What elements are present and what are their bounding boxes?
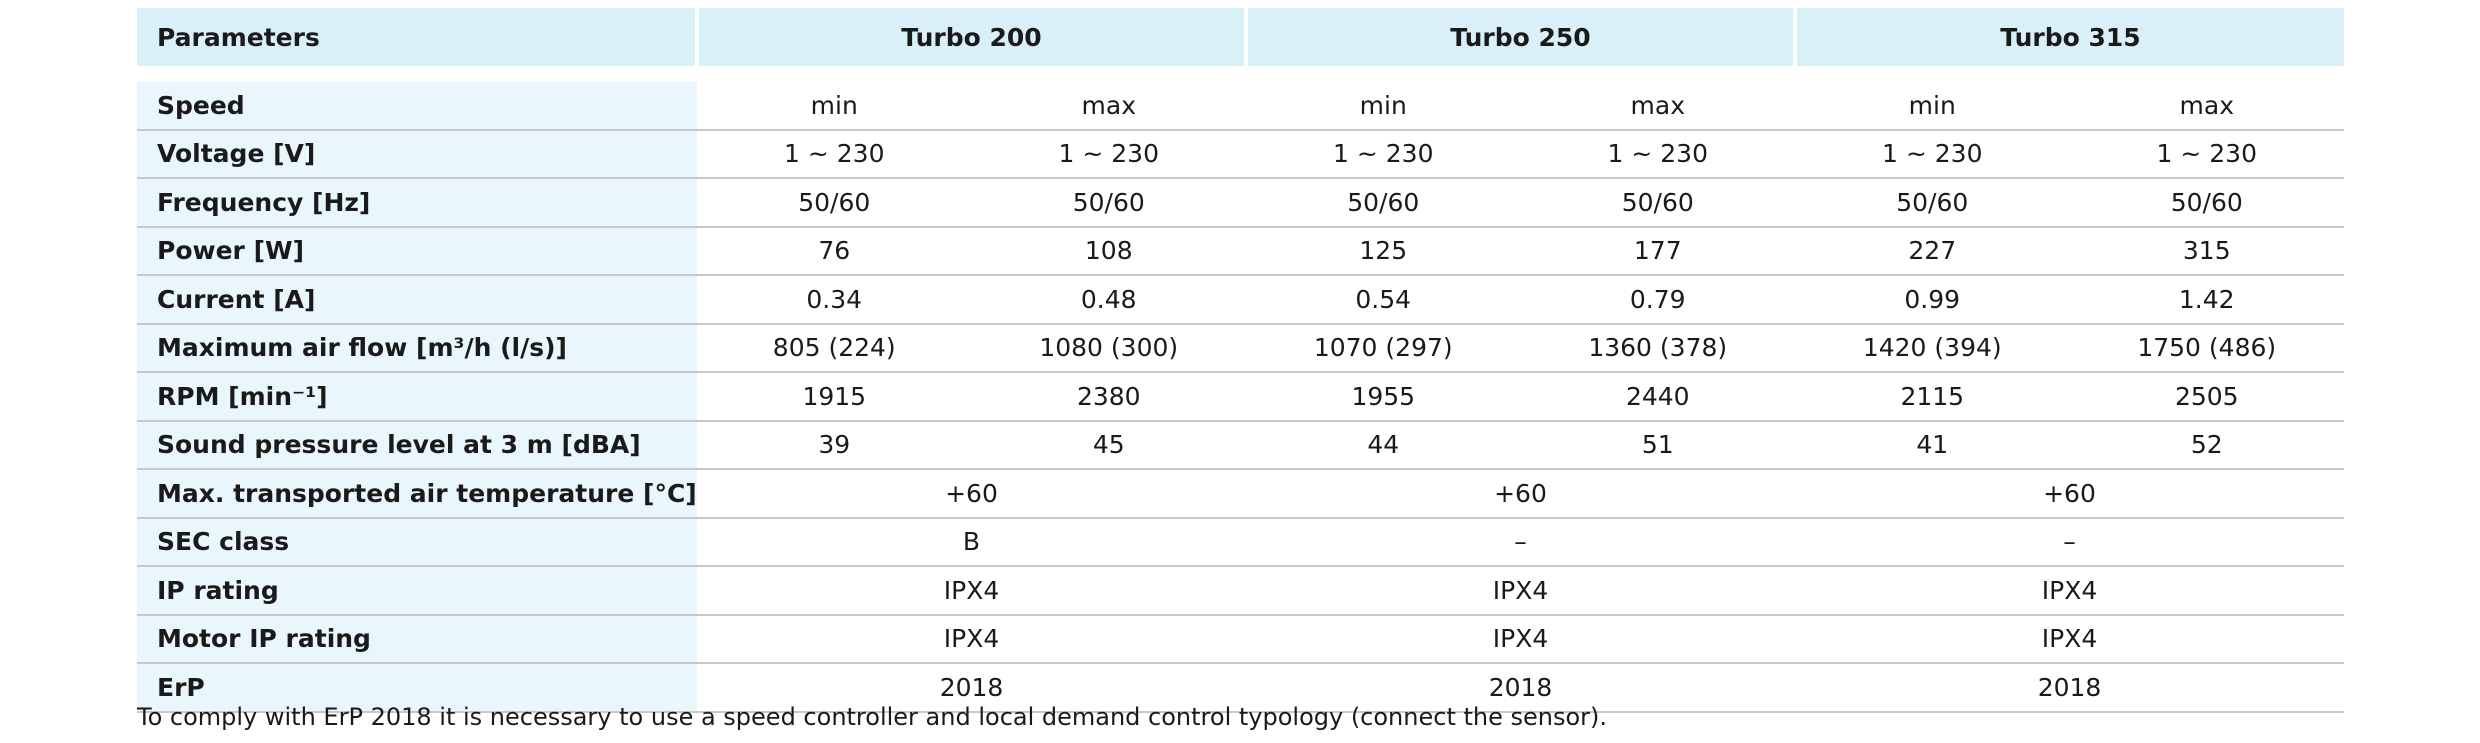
model-header: Turbo 200 bbox=[695, 8, 1246, 82]
footnote: To comply with ErP 2018 it is necessary … bbox=[137, 703, 1608, 731]
merged-value-cell: IPX4 bbox=[1795, 565, 2344, 615]
value-cell: 51 bbox=[1520, 419, 1795, 469]
parameter-label: Power [W] bbox=[137, 225, 697, 275]
merged-value-cell: – bbox=[1246, 516, 1795, 566]
value-cell: 2505 bbox=[2069, 371, 2344, 421]
value-cell: max bbox=[971, 73, 1246, 130]
parameter-label: Max. transported air temperature [°C] bbox=[137, 468, 697, 518]
table-row: Speed min max min max min max bbox=[137, 73, 2344, 130]
table-row: RPM [min⁻¹] 1915 2380 1955 2440 2115 2505 bbox=[137, 371, 2344, 421]
value-cell: 1 ~ 230 bbox=[971, 128, 1246, 178]
value-cell: 41 bbox=[1795, 419, 2070, 469]
value-cell: 2115 bbox=[1795, 371, 2070, 421]
merged-value-cell: IPX4 bbox=[1246, 613, 1795, 663]
table-row: Motor IP rating IPX4 IPX4 IPX4 bbox=[137, 613, 2344, 663]
merged-value-cell: 2018 bbox=[697, 662, 1246, 713]
parameters-header: Parameters bbox=[137, 8, 697, 82]
value-cell: 315 bbox=[2069, 225, 2344, 275]
value-cell: 1 ~ 230 bbox=[697, 128, 972, 178]
table-header: Parameters Turbo 200 Turbo 250 Turbo 315 bbox=[137, 8, 2344, 82]
table-row: IP rating IPX4 IPX4 IPX4 bbox=[137, 565, 2344, 615]
spec-table: Parameters Turbo 200 Turbo 250 Turbo 315… bbox=[137, 8, 2344, 713]
table-row: Power [W] 76 108 125 177 227 315 bbox=[137, 225, 2344, 275]
parameter-label: ErP bbox=[137, 662, 697, 713]
table-row: ErP 2018 2018 2018 bbox=[137, 662, 2344, 713]
parameter-label: Sound pressure level at 3 m [dBA] bbox=[137, 419, 697, 469]
value-cell: min bbox=[1246, 73, 1521, 130]
value-cell: 177 bbox=[1520, 225, 1795, 275]
merged-value-cell: +60 bbox=[1246, 468, 1795, 518]
merged-value-cell: IPX4 bbox=[697, 613, 1246, 663]
value-cell: 108 bbox=[971, 225, 1246, 275]
value-cell: 1.42 bbox=[2069, 274, 2344, 324]
value-cell: 0.34 bbox=[697, 274, 972, 324]
parameter-label: IP rating bbox=[137, 565, 697, 615]
parameter-label: Frequency [Hz] bbox=[137, 177, 697, 227]
value-cell: 2440 bbox=[1520, 371, 1795, 421]
value-cell: 50/60 bbox=[2069, 177, 2344, 227]
value-cell: min bbox=[697, 73, 972, 130]
value-cell: 52 bbox=[2069, 419, 2344, 469]
table-body: Speed min max min max min max Voltage [V] 1 ~ 23… bbox=[137, 73, 2344, 713]
parameter-label: SEC class bbox=[137, 516, 697, 566]
value-cell: 0.79 bbox=[1520, 274, 1795, 324]
spec-table-container: Parameters Turbo 200 Turbo 250 Turbo 315… bbox=[137, 8, 2344, 713]
merged-value-cell: IPX4 bbox=[697, 565, 1246, 615]
value-cell: 1360 (378) bbox=[1520, 322, 1795, 372]
value-cell: 45 bbox=[971, 419, 1246, 469]
value-cell: 50/60 bbox=[697, 177, 972, 227]
merged-value-cell: 2018 bbox=[1246, 662, 1795, 713]
value-cell: 2380 bbox=[971, 371, 1246, 421]
parameter-label: Voltage [V] bbox=[137, 128, 697, 178]
value-cell: 50/60 bbox=[1795, 177, 2070, 227]
merged-value-cell: 2018 bbox=[1795, 662, 2344, 713]
value-cell: 227 bbox=[1795, 225, 2070, 275]
value-cell: 50/60 bbox=[1520, 177, 1795, 227]
value-cell: 805 (224) bbox=[697, 322, 972, 372]
value-cell: 50/60 bbox=[1246, 177, 1521, 227]
value-cell: 44 bbox=[1246, 419, 1521, 469]
value-cell: max bbox=[2069, 73, 2344, 130]
parameter-label: Current [A] bbox=[137, 274, 697, 324]
value-cell: 0.54 bbox=[1246, 274, 1521, 324]
parameter-label: RPM [min⁻¹] bbox=[137, 371, 697, 421]
model-header: Turbo 250 bbox=[1244, 8, 1795, 82]
parameter-label: Maximum air flow [m³/h (l/s)] bbox=[137, 322, 697, 372]
value-cell: 1 ~ 230 bbox=[1520, 128, 1795, 178]
value-cell: 1 ~ 230 bbox=[1246, 128, 1521, 178]
value-cell: max bbox=[1520, 73, 1795, 130]
table-row: SEC class B – – bbox=[137, 516, 2344, 566]
value-cell: 1 ~ 230 bbox=[2069, 128, 2344, 178]
table-row: Max. transported air temperature [°C] +60… bbox=[137, 468, 2344, 518]
merged-value-cell: +60 bbox=[1795, 468, 2344, 518]
merged-value-cell: IPX4 bbox=[1795, 613, 2344, 663]
table-row: Voltage [V] 1 ~ 230 1 ~ 230 1 ~ 230 1 ~ 230 1… bbox=[137, 128, 2344, 178]
value-cell: min bbox=[1795, 73, 2070, 130]
value-cell: 50/60 bbox=[971, 177, 1246, 227]
merged-value-cell: – bbox=[1795, 516, 2344, 566]
value-cell: 1 ~ 230 bbox=[1795, 128, 2070, 178]
value-cell: 1420 (394) bbox=[1795, 322, 2070, 372]
parameter-label: Speed bbox=[137, 73, 697, 130]
merged-value-cell: IPX4 bbox=[1246, 565, 1795, 615]
table-row: Sound pressure level at 3 m [dBA] 39 45 44 5… bbox=[137, 419, 2344, 469]
value-cell: 1955 bbox=[1246, 371, 1521, 421]
value-cell: 1080 (300) bbox=[971, 322, 1246, 372]
parameter-label: Motor IP rating bbox=[137, 613, 697, 663]
value-cell: 0.48 bbox=[971, 274, 1246, 324]
merged-value-cell: B bbox=[697, 516, 1246, 566]
value-cell: 1750 (486) bbox=[2069, 322, 2344, 372]
value-cell: 1070 (297) bbox=[1246, 322, 1521, 372]
table-row: Maximum air flow [m³/h (l/s)] 805 (224) 10… bbox=[137, 322, 2344, 372]
merged-value-cell: +60 bbox=[697, 468, 1246, 518]
model-header: Turbo 315 bbox=[1793, 8, 2344, 82]
value-cell: 39 bbox=[697, 419, 972, 469]
value-cell: 1915 bbox=[697, 371, 972, 421]
value-cell: 125 bbox=[1246, 225, 1521, 275]
table-row: Current [A] 0.34 0.48 0.54 0.79 0.99 1.42 bbox=[137, 274, 2344, 324]
table-row: Frequency [Hz] 50/60 50/60 50/60 50/60 50/60 5… bbox=[137, 177, 2344, 227]
value-cell: 0.99 bbox=[1795, 274, 2070, 324]
value-cell: 76 bbox=[697, 225, 972, 275]
